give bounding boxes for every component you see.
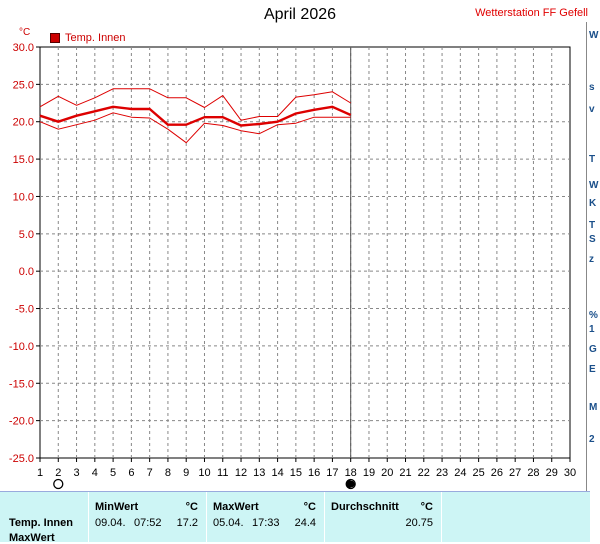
x-tick-label: 17 xyxy=(326,467,338,479)
legend-label: Temp. Innen xyxy=(65,32,126,44)
x-tick-label: 14 xyxy=(271,467,283,479)
x-tick-label: 3 xyxy=(73,467,79,479)
min-value: 17.2 xyxy=(176,517,198,529)
x-tick-label: 1 xyxy=(37,467,43,479)
side-fragment: 1 xyxy=(589,324,595,335)
moon-phase-marker xyxy=(345,478,356,490)
side-fragment: s xyxy=(589,82,595,93)
side-fragment: 2 xyxy=(589,434,595,445)
y-tick-label: -10.0 xyxy=(9,341,34,353)
legend-swatch xyxy=(50,33,60,43)
x-tick-label: 23 xyxy=(436,467,448,479)
side-fragment: W xyxy=(589,180,599,191)
x-tick-label: 9 xyxy=(183,467,189,479)
y-tick-label: 5.0 xyxy=(19,229,34,241)
max-time: 17:33 xyxy=(252,517,280,529)
avg-value: 20.75 xyxy=(405,517,433,529)
side-fragment: S xyxy=(589,234,596,245)
x-tick-label: 20 xyxy=(381,467,393,479)
min-date: 09.04. xyxy=(95,517,126,529)
x-tick-label: 21 xyxy=(399,467,411,479)
y-tick-label: -15.0 xyxy=(9,378,34,390)
y-tick-label: 20.0 xyxy=(13,117,34,129)
y-tick-label: 0.0 xyxy=(19,266,34,278)
plot-frame xyxy=(39,46,571,459)
series-line-max xyxy=(39,88,351,121)
side-fragment: % xyxy=(589,310,598,321)
x-tick-label: 11 xyxy=(217,467,228,479)
y-tick-label: 15.0 xyxy=(13,154,34,166)
full-moon-marker xyxy=(53,478,64,490)
y-tick-label: -25.0 xyxy=(9,453,34,465)
stats-row-label: Temp. Innen xyxy=(9,517,73,529)
x-tick-label: 25 xyxy=(472,467,484,479)
y-tick-label: 30.0 xyxy=(13,42,34,54)
station-name: Wetterstation FF Gefell xyxy=(475,7,588,19)
x-tick-label: 4 xyxy=(92,467,98,479)
x-tick-label: 16 xyxy=(308,467,320,479)
x-tick-label: 24 xyxy=(454,467,466,479)
side-fragment: T xyxy=(589,220,596,231)
x-tick-label: 22 xyxy=(418,467,430,479)
x-tick-label: 18 xyxy=(345,467,357,479)
max-value: 24.4 xyxy=(294,517,316,529)
y-tick-label: 10.0 xyxy=(13,191,34,203)
max-unit: °C xyxy=(303,501,316,513)
x-tick-label: 28 xyxy=(527,467,539,479)
chart-title: April 2026 xyxy=(263,6,337,23)
x-tick-label: 8 xyxy=(165,467,171,479)
min-cell: MinWert °C 09.04. 07:52 17.2 xyxy=(88,492,206,542)
avg-cell: Durchschnitt °C 20.75 xyxy=(324,492,441,542)
max-cell: MaxWert °C 05.04. 17:33 24.4 xyxy=(206,492,324,542)
side-fragment: G xyxy=(589,344,597,355)
max-date: 05.04. xyxy=(213,517,244,529)
side-fragment: W xyxy=(589,30,599,41)
avg-unit: °C xyxy=(420,501,433,513)
avg-header: Durchschnitt xyxy=(331,501,399,513)
side-fragment: z xyxy=(589,254,594,265)
temperature-chart: 30.0 25.0 20.0 15.0 10.0 5.0 0.0 -5.0 -10.0 -15.0… xyxy=(9,42,576,490)
x-tick-label: 30 xyxy=(564,467,576,479)
side-fragment: M xyxy=(589,402,598,413)
x-tick-label: 15 xyxy=(290,467,302,479)
x-tick-label: 27 xyxy=(509,467,521,479)
y-tick-label: 25.0 xyxy=(13,79,34,91)
x-tick-label: 7 xyxy=(147,467,153,479)
x-tick-label: 5 xyxy=(110,467,116,479)
x-tick-label: 29 xyxy=(546,467,558,479)
x-tick-label: 12 xyxy=(235,467,247,479)
min-time: 07:52 xyxy=(134,517,162,529)
side-fragment: K xyxy=(589,198,597,209)
stats-table: Temp. Innen MaxWert MinWert °C 09.04. 07… xyxy=(0,491,590,544)
side-fragment: v xyxy=(589,104,595,115)
side-fragment: T xyxy=(589,154,596,165)
side-fragment: E xyxy=(589,364,596,375)
empty-cell xyxy=(441,492,590,542)
min-unit: °C xyxy=(185,501,198,513)
x-tick-label: 6 xyxy=(128,467,134,479)
x-tick-label: 19 xyxy=(363,467,375,479)
series-line-avg xyxy=(39,105,352,127)
x-tick-label: 13 xyxy=(253,467,265,479)
series-line-min xyxy=(39,112,351,144)
y-tick-label: -5.0 xyxy=(15,304,34,316)
max-header: MaxWert xyxy=(213,501,259,513)
stats-row2-label: MaxWert xyxy=(9,532,55,544)
x-tick-label: 10 xyxy=(198,467,210,479)
min-header: MinWert xyxy=(95,501,139,513)
y-tick-label: -20.0 xyxy=(9,416,34,428)
x-tick-label: 26 xyxy=(491,467,503,479)
y-axis-unit: °C xyxy=(19,27,31,38)
x-tick-label: 2 xyxy=(55,467,61,479)
legend: Temp. Innen xyxy=(50,31,126,45)
